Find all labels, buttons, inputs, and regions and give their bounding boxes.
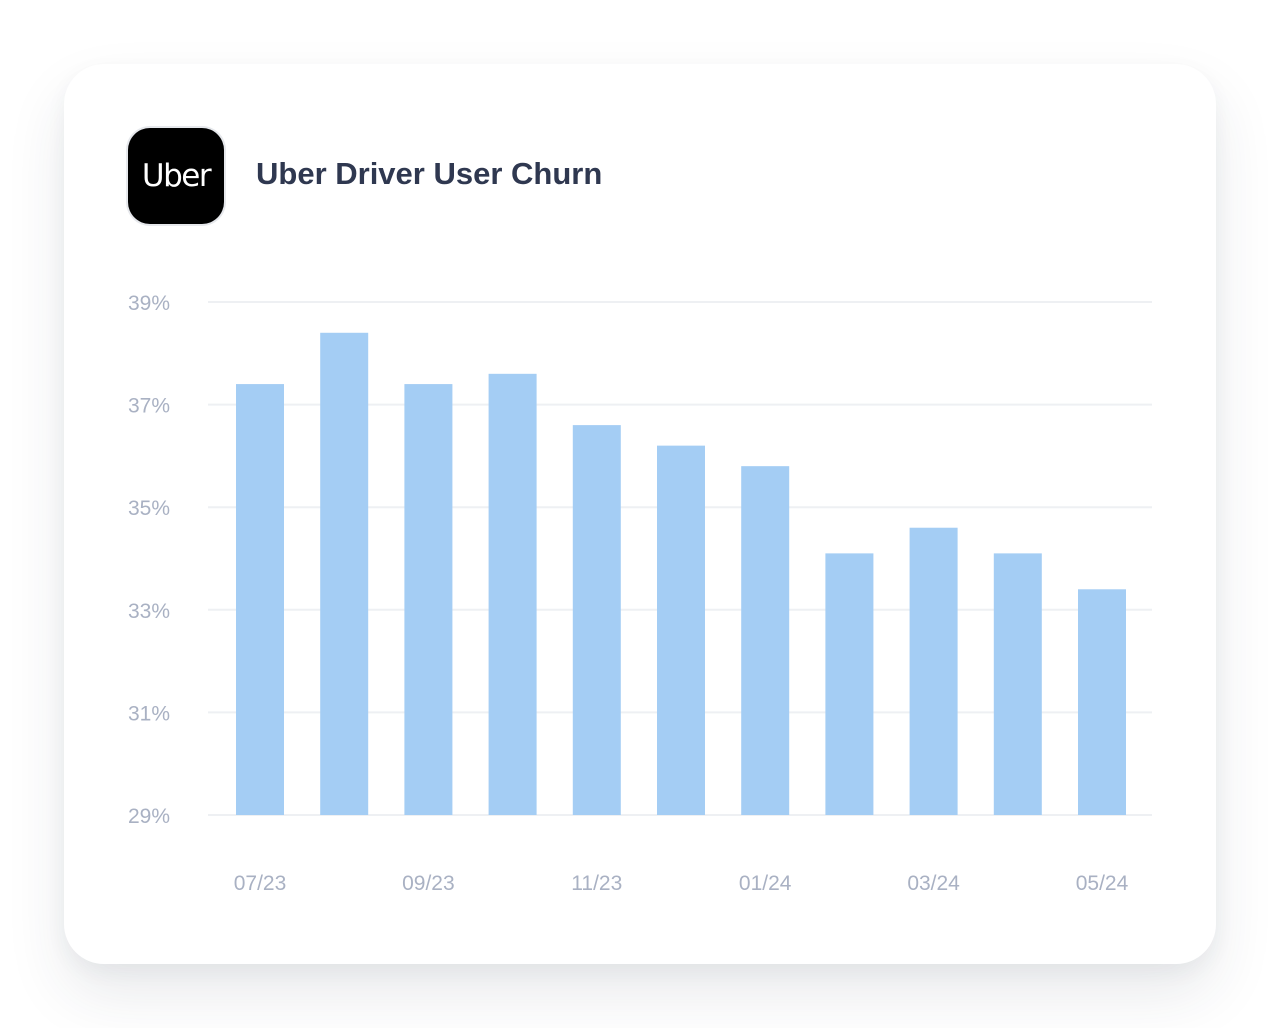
x-tick-label: 05/24 — [1076, 872, 1129, 895]
bar-10-23 — [488, 373, 537, 815]
bar-09-23 — [404, 384, 453, 815]
bar-08-23 — [320, 332, 369, 815]
y-tick-label: 29% — [128, 805, 170, 828]
y-tick-label: 39% — [128, 292, 170, 315]
uber-logo-text: Uber — [141, 158, 212, 194]
x-tick-label: 07/23 — [234, 872, 287, 895]
bar-02-24 — [825, 553, 874, 815]
bar-chart: 29%31%33%35%37%39% 07/23 09/23 11/23 01/24 0… — [128, 292, 1152, 895]
x-tick-label: 01/24 — [739, 872, 792, 895]
uber-logo: Uber — [128, 128, 224, 224]
chart-card: Uber Uber Driver User Churn 29% 31% 33% 35%… — [64, 64, 1216, 964]
bar-11-23 — [572, 425, 621, 815]
x-tick-label: 03/24 — [907, 872, 960, 895]
y-tick-label: 35% — [128, 497, 170, 520]
x-tick-label: 09/23 — [402, 872, 455, 895]
y-tick-label: 31% — [128, 702, 170, 725]
bar-04-24 — [993, 553, 1042, 815]
bar-03-24 — [909, 527, 958, 815]
x-axis-tick-labels: 07/23 09/23 11/23 01/24 03/24 05/24 — [234, 872, 1129, 895]
y-tick-label: 37% — [128, 395, 170, 418]
bar-12-23 — [657, 445, 705, 815]
bar-01-24 — [741, 466, 790, 815]
y-tick-label: 33% — [128, 600, 170, 623]
y-axis-tick-labels: 29% 31% 33% 35% 37% 39% — [128, 292, 170, 828]
bar-05-24 — [1078, 589, 1126, 815]
chart-title: Uber Driver User Churn — [256, 156, 603, 191]
x-tick-label: 11/23 — [571, 872, 622, 895]
bars — [236, 332, 1126, 815]
bar-07-23 — [236, 384, 284, 815]
